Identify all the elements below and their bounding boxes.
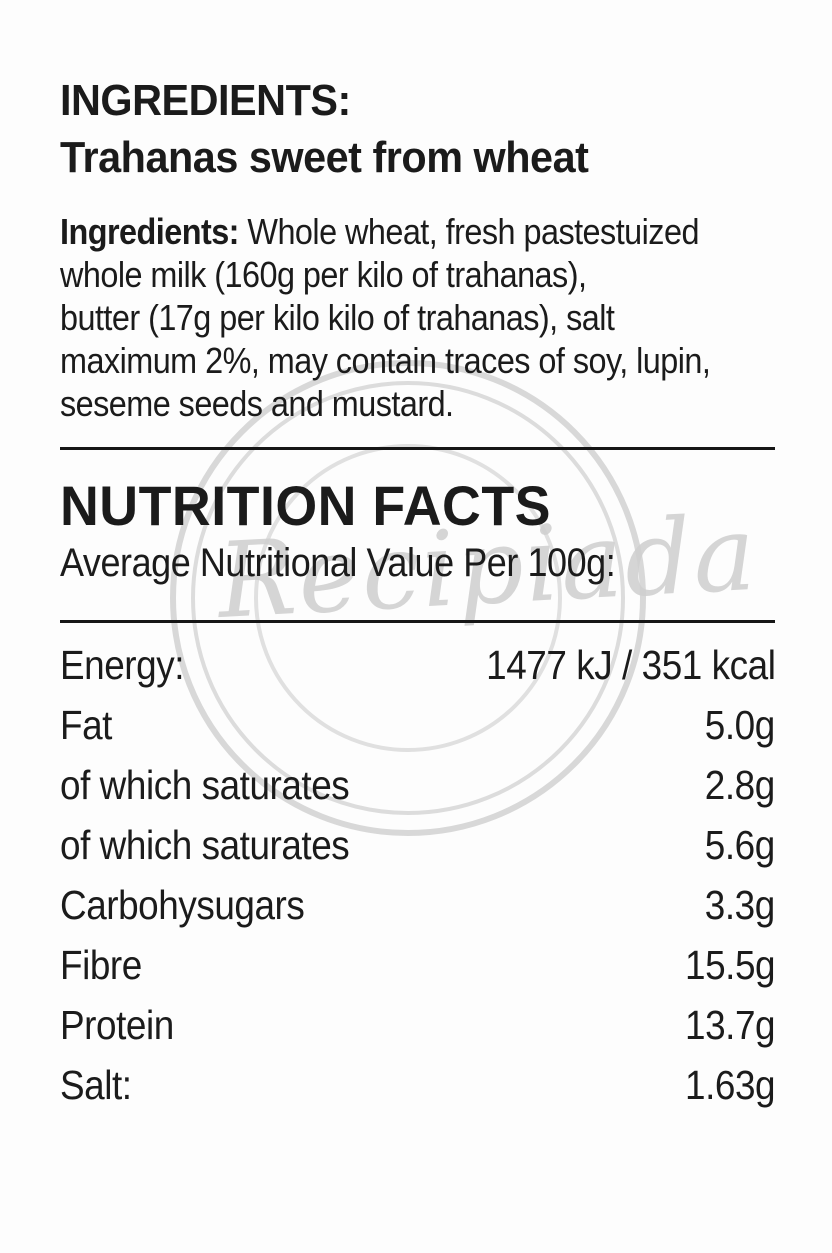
ingredients-heading-block: INGREDIENTS: Trahanas sweet from wheat [60,0,732,186]
nutrient-label: Fat [60,701,112,748]
nutrition-table: Energy: 1477 kJ / 351 kcal Fat 5.0g of w… [60,635,775,1115]
nutrient-value: 1.63g [684,1061,776,1108]
nutrient-value: 13.7g [684,1001,776,1048]
nutrient-label: Carbohysugars [60,881,305,928]
nutrient-value: 3.3g [704,881,775,928]
label-content: INGREDIENTS: Trahanas sweet from wheat I… [60,0,775,1115]
nutrient-label: of which saturates [60,821,350,868]
table-row: Fat 5.0g [60,695,775,755]
nutrient-label: Protein [60,1001,174,1048]
nutrient-value: 1477 kJ / 351 kcal [485,641,776,688]
nutrient-value: 5.0g [704,701,775,748]
ingredients-paragraph: Ingredients: Whole wheat, fresh pastestu… [60,210,776,425]
divider-rule-top [60,447,775,450]
table-row: of which saturates 5.6g [60,815,775,875]
nutrient-value: 5.6g [704,821,775,868]
table-row: Energy: 1477 kJ / 351 kcal [60,635,775,695]
ingredients-lead: Ingredients: [60,211,239,252]
nutrient-label: of which saturates [60,761,350,808]
table-row: Protein 13.7g [60,995,775,1055]
nutrient-label: Fibre [60,941,142,988]
nutrient-value: 15.5g [684,941,776,988]
nutrient-label: Salt: [60,1061,132,1108]
ingredients-heading: INGREDIENTS: [60,76,351,125]
nutrition-facts-heading: NUTRITION FACTS [60,474,552,537]
product-name: Trahanas sweet from wheat [60,133,589,182]
nutrition-facts-subheading: Average Nutritional Value Per 100g: [60,541,616,585]
nutrient-value: 2.8g [704,761,775,808]
table-row: Carbohysugars 3.3g [60,875,775,935]
divider-rule-table [60,620,775,623]
table-row: of which saturates 2.8g [60,755,775,815]
table-row: Fibre 15.5g [60,935,775,995]
table-row: Salt: 1.63g [60,1055,775,1115]
nutrient-label: Energy: [60,641,185,688]
